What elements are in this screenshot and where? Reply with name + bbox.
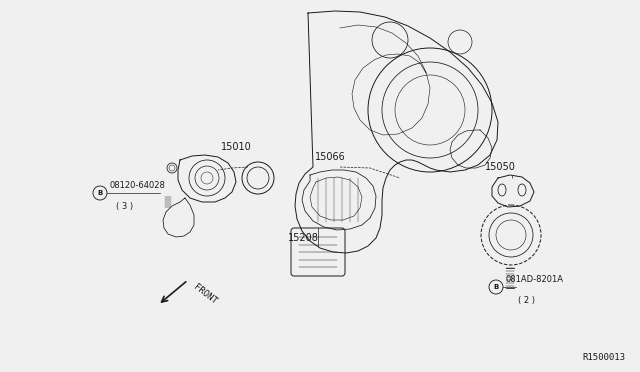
- Text: B: B: [97, 190, 102, 196]
- Text: 081AD-8201A: 081AD-8201A: [506, 275, 564, 284]
- Text: 15050: 15050: [484, 162, 515, 172]
- Text: R1500013: R1500013: [582, 353, 625, 362]
- Text: ( 2 ): ( 2 ): [518, 296, 534, 305]
- Text: 15066: 15066: [315, 152, 346, 162]
- FancyBboxPatch shape: [291, 228, 345, 276]
- Text: 15010: 15010: [221, 142, 252, 152]
- Text: ( 3 ): ( 3 ): [116, 202, 134, 211]
- Text: B: B: [493, 284, 499, 290]
- Text: 15208: 15208: [287, 233, 319, 243]
- Text: 08120-64028: 08120-64028: [110, 181, 166, 190]
- Text: FRONT: FRONT: [192, 282, 219, 306]
